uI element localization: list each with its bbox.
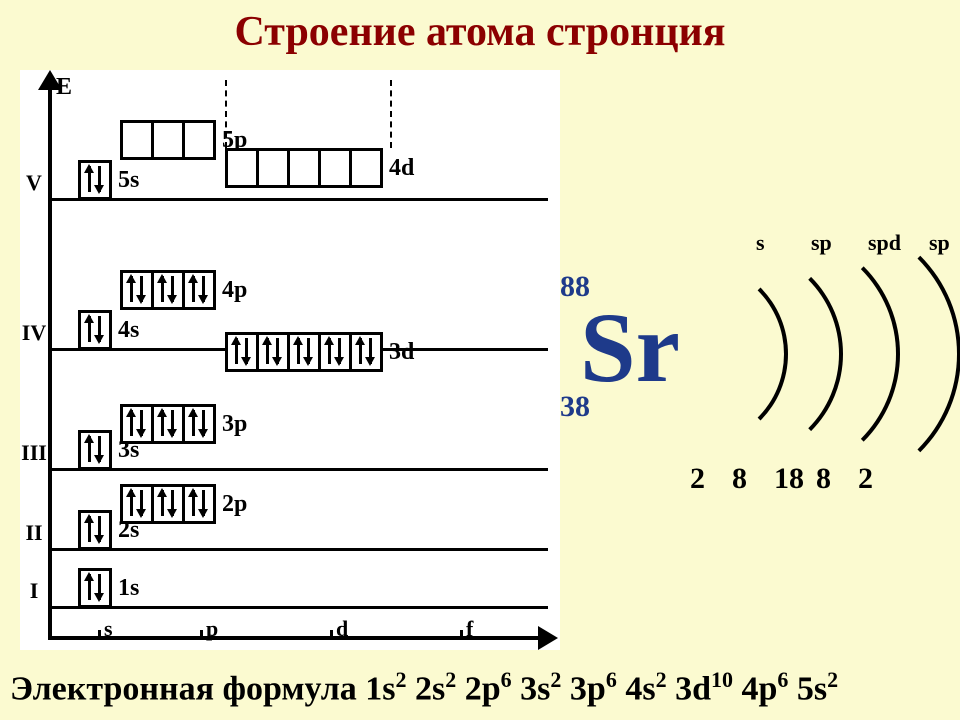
dashed-guide (225, 80, 227, 148)
page-title: Строение атома стронция (0, 0, 960, 60)
orbital-4d: 4d (225, 148, 414, 188)
level-roman: V (20, 170, 48, 196)
orbital-box (318, 332, 349, 372)
orbital-box (287, 332, 318, 372)
x-tick (98, 630, 101, 640)
x-label: s (104, 616, 113, 656)
orbital-box (182, 120, 216, 160)
formula-label: Электронная формула (10, 670, 365, 707)
electron-formula: Электронная формула 1s2 2s2 2p6 3s2 3p6 … (0, 655, 960, 720)
x-tick (460, 630, 463, 640)
orbital-label: 5s (118, 167, 139, 194)
orbital-box (318, 148, 349, 188)
energy-diagram: E spdf IIIIIIIVV 1s2s2p3s3p4s4p3d5s5p4d (20, 70, 560, 650)
orbital-box (349, 148, 383, 188)
dashed-guide (390, 80, 392, 148)
orbital-box (78, 510, 112, 550)
orbital-box (182, 270, 216, 310)
orbital-box (182, 404, 216, 444)
orbital-box (151, 404, 182, 444)
x-tick (330, 630, 333, 640)
level-roman: IV (20, 320, 48, 346)
orbital-3p: 3p (120, 404, 247, 444)
orbital-box (256, 332, 287, 372)
x-label: f (466, 616, 473, 656)
x-label: d (336, 616, 348, 656)
level-roman: II (20, 520, 48, 546)
level-roman: III (20, 440, 48, 466)
y-axis (48, 80, 52, 640)
orbital-box (225, 148, 256, 188)
orbital-box (287, 148, 318, 188)
orbital-box (256, 148, 287, 188)
orbital-box (78, 310, 112, 350)
orbital-label: 4s (118, 317, 139, 344)
orbital-label: 4d (389, 155, 414, 182)
orbital-box (78, 430, 112, 470)
orbital-box (151, 484, 182, 524)
orbital-label: 4p (222, 277, 247, 304)
orbital-box (225, 332, 256, 372)
orbital-box (78, 160, 112, 200)
x-axis-arrow (538, 626, 558, 650)
orbital-box (151, 270, 182, 310)
orbital-label: 2p (222, 491, 247, 518)
orbital-box (120, 484, 151, 524)
shell-electron-count: 2 (858, 462, 873, 496)
orbital-2p: 2p (120, 484, 247, 524)
orbital-box (120, 404, 151, 444)
level-roman: I (20, 578, 48, 604)
orbital-box (120, 120, 151, 160)
orbital-1s: 1s (78, 568, 139, 608)
orbital-3d: 3d (225, 332, 414, 372)
orbital-label: 3p (222, 411, 247, 438)
orbital-label: 1s (118, 575, 139, 602)
orbital-4p: 4p (120, 270, 247, 310)
orbital-box (78, 568, 112, 608)
orbital-label: 3d (389, 339, 414, 366)
shell-electron-count: 2 (690, 462, 705, 496)
y-axis-label: E (56, 74, 72, 101)
orbital-4s: 4s (78, 310, 139, 350)
orbital-box (182, 484, 216, 524)
x-tick (200, 630, 203, 640)
orbital-box (151, 120, 182, 160)
x-label: p (206, 616, 218, 656)
orbital-5s: 5s (78, 160, 139, 200)
shell-diagram: 88 38 Sr s2sp8spd18sp8s2 (560, 230, 950, 510)
orbital-box (120, 270, 151, 310)
orbital-box (349, 332, 383, 372)
